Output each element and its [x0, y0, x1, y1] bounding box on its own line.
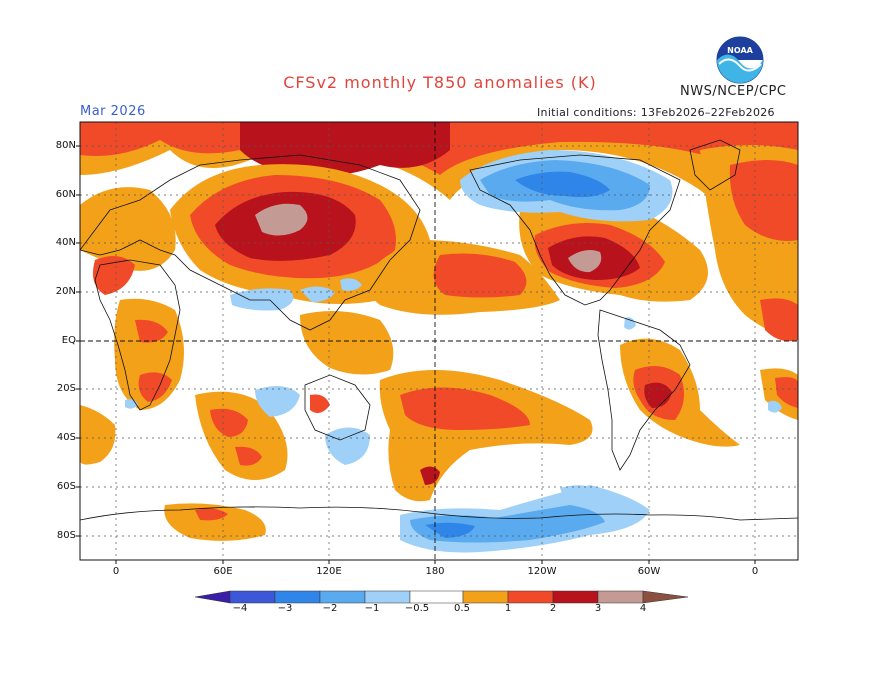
anomaly-indianocean-red — [210, 408, 248, 437]
colorbar-label: −2 — [322, 603, 338, 614]
anomaly-asia-cold-2 — [300, 286, 335, 302]
anomaly-canada-cold-dark — [515, 171, 610, 198]
anomaly-seasia-orange — [300, 311, 394, 375]
colorbar-segment-3-2 — [274, 590, 321, 604]
anomaly-southern-red — [195, 508, 228, 521]
colorbar-segment-gt-4 — [642, 590, 689, 604]
lat-label: 20S — [56, 383, 76, 394]
lon-label: 60E — [213, 566, 233, 577]
colorbar-label: 1 — [504, 603, 512, 614]
anomaly-atlantic-red-2 — [760, 298, 798, 342]
anomaly-africa-red-north — [135, 319, 168, 343]
anomaly-africa-red-south — [138, 372, 172, 402]
lat-label: 40N — [55, 237, 76, 248]
lon-label: 180 — [425, 566, 445, 577]
anomaly-arctic-darkred — [240, 122, 450, 177]
anomaly-europe-orange — [80, 187, 176, 271]
anomaly-asia-brown — [255, 203, 308, 236]
lon-label: 0 — [112, 566, 120, 577]
lat-label: 60S — [56, 481, 76, 492]
colorbar-segment-3-4 — [597, 590, 644, 604]
anomaly-satlantic-red — [775, 377, 798, 408]
colorbar-segment-1-2 — [507, 590, 554, 604]
anomaly-atlantic-red — [729, 160, 798, 241]
colorbar-label: 2 — [549, 603, 557, 614]
noaa-logo-icon: NOAA — [716, 36, 764, 84]
coastline-namerica — [469, 154, 681, 306]
anomaly-southern-cold-dark — [425, 522, 475, 538]
anomaly-europe-red — [92, 256, 135, 295]
colorbar-label: 3 — [594, 603, 602, 614]
colorbar-segment-lt-4 — [194, 590, 231, 604]
colorbar-label: −4 — [232, 603, 248, 614]
anomaly-westafrica-orange — [80, 405, 116, 465]
coastline-eurasia — [80, 154, 421, 331]
colorbar-label: −3 — [277, 603, 293, 614]
colorbar-segment-neutral — [409, 590, 464, 604]
forecast-month-label: Mar 2026 — [80, 104, 146, 119]
colorbar-segment-2-1 — [319, 590, 366, 604]
colorbar-segment-2-3 — [552, 590, 599, 604]
axis-ticks — [76, 145, 756, 564]
lat-label: 20N — [55, 286, 76, 297]
lat-label: EQ — [61, 335, 76, 346]
colorbar-segment-1-05 — [364, 590, 411, 604]
chart-title: CFSv2 monthly T850 anomalies (K) — [283, 73, 597, 92]
colorbar-label: 0.5 — [454, 603, 470, 614]
anomaly-atlantic-cold — [768, 400, 782, 413]
lon-label: 120E — [316, 566, 342, 577]
lat-label: 80N — [55, 140, 76, 151]
coastline-samerica — [597, 309, 691, 471]
anomaly-drake-cold — [560, 485, 600, 502]
colorbar-label: −1 — [364, 603, 380, 614]
coastline-antarctica — [80, 506, 798, 521]
anomaly-samerica-cold — [624, 317, 636, 330]
lat-label: 60N — [55, 189, 76, 200]
colorbar-segment-05-1 — [462, 590, 509, 604]
initial-conditions-label: Initial conditions: 13Feb2026–22Feb2026 — [537, 106, 775, 119]
anomaly-spacific-darkred — [420, 466, 440, 485]
anomaly-southern-orange — [164, 503, 266, 541]
gridlines — [80, 122, 798, 560]
logo-text: NOAA — [727, 46, 753, 55]
lat-label: 40S — [56, 432, 76, 443]
anomaly-indian-cold — [255, 386, 300, 417]
colorbar-segment-4-3 — [229, 590, 276, 604]
anomaly-asia-cold-3 — [340, 278, 362, 291]
agency-label: NWS/NCEP/CPC — [680, 84, 787, 99]
lon-label: 120W — [527, 566, 557, 577]
anomaly-namerica-brown — [568, 250, 602, 273]
lon-label: 0 — [751, 566, 759, 577]
coastline-greenland — [689, 139, 741, 191]
colorbar — [194, 590, 689, 604]
anomaly-spacific-red — [400, 387, 530, 430]
coastline-africa — [94, 259, 181, 411]
anomaly-australia-red — [310, 394, 330, 414]
coastlines — [80, 139, 798, 521]
colorbar-label: 4 — [639, 603, 647, 614]
lon-label: 60W — [637, 566, 661, 577]
anomaly-asia-cold — [230, 288, 294, 311]
coastline-australia — [304, 374, 371, 441]
anomaly-npacific-red — [433, 253, 527, 298]
anomaly-australia-cold — [325, 427, 370, 465]
colorbar-label: −0.5 — [404, 603, 430, 614]
lat-label: 80S — [56, 530, 76, 541]
anomaly-indianocean-red-2 — [235, 446, 262, 466]
